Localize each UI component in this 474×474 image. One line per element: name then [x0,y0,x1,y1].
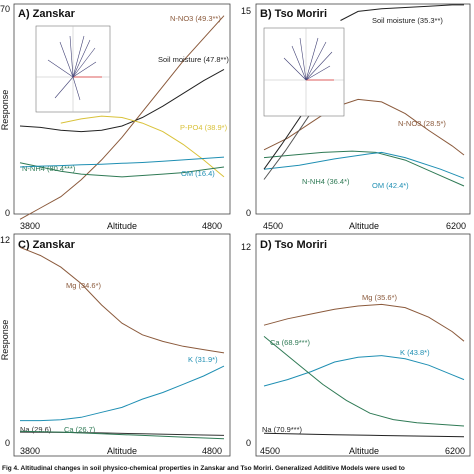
ytick-top-d: 12 [241,242,251,252]
figure-caption: Fig 4. Altitudinal changes in soil physi… [2,465,405,472]
inset-biplot-b [263,27,345,117]
xtick-right-d: 6200 [445,446,465,456]
xlabel-c: Altitude [107,446,137,456]
series-label-3-1: K (43.8*) [400,348,430,357]
series-label-0-3: N-NH4 (80.4***) [22,164,76,173]
ylabel-a: Response [0,90,10,131]
series-label-0-0: N-NO3 (49.3**) [170,14,221,23]
series-label-1-2: N-NH4 (36.4*) [302,177,350,186]
xtick-left-a: 3800 [20,221,40,231]
series-line-1-3 [263,151,465,179]
xlabel-a: Altitude [107,221,137,231]
xtick-right-c: 4800 [202,446,222,456]
series-label-3-3: Na (70.9***) [262,425,303,434]
panel-title-a: A) Zanskar [18,8,76,20]
ylabel-c: Response [0,320,10,361]
series-line-0-3 [19,162,225,178]
xlabel-b: Altitude [349,221,379,231]
curves-c: Mg (34.6*) K (31.9*) Na (29.6) Ca (26.7) [19,246,225,440]
panel-a: A) Zanskar 70 0 3800 4800 Altitude Respo… [0,3,231,231]
plot-frame-d [255,233,471,457]
series-label-3-2: Ca (68.9***) [270,338,311,347]
series-label-2-3: Ca (26.7) [64,425,96,434]
xtick-left-c: 3800 [20,446,40,456]
xtick-left-d: 4500 [260,446,280,456]
series-line-3-2 [263,336,465,427]
series-label-1-0: Soil moisture (35.3**) [372,16,443,25]
series-label-0-2: P-PO4 (38.9*) [180,123,228,132]
series-line-3-3 [263,432,465,438]
panel-title-d: D) Tso Moriri [260,239,327,251]
xtick-right-b: 6200 [446,221,466,231]
series-line-0-4 [19,156,225,168]
xtick-left-b: 4500 [263,221,283,231]
ytick-top-b: 15 [241,6,251,16]
series-line-3-1 [263,355,465,387]
series-label-0-1: Soil moisture (47.8**) [158,55,229,64]
series-label-1-3: OM (42.4*) [372,181,409,190]
series-label-3-0: Mg (35.6*) [362,293,398,302]
series-label-0-4: OM (16.4) [181,169,215,178]
ytick-bottom-a: 0 [5,208,10,218]
panel-title-c: C) Zanskar [18,239,76,251]
plot-frame-a [13,3,231,215]
series-label-2-1: K (31.9*) [188,355,218,364]
series-line-2-0 [19,246,225,354]
series-line-1-0 [340,4,464,21]
panel-title-b: B) Tso Moriri [260,8,327,20]
panel-b: B) Tso Moriri 15 0 4500 6200 Altitude So… [241,3,471,231]
inset-biplot-a [35,25,111,113]
panel-c: C) Zanskar 12 0 3800 4800 Altitude Respo… [0,233,231,457]
series-line-0-0 [19,15,225,220]
xtick-right-a: 4800 [202,221,222,231]
series-line-2-1 [20,365,225,422]
curves-a: N-NO3 (49.3**) Soil moisture (47.8**) P-PO… [19,14,229,220]
series-line-1-2 [263,150,465,187]
ytick-top-a: 70 [0,4,10,14]
ytick-bottom-d: 0 [246,438,251,448]
ytick-top-c: 12 [0,235,10,245]
panel-d: D) Tso Moriri 12 0 4500 6200 Altitude Mg… [241,233,471,457]
series-label-1-1: N-NO3 (28.5*) [398,119,446,128]
ytick-bottom-b: 0 [246,208,251,218]
series-line-0-2 [60,115,225,178]
series-line-3-0 [263,303,465,342]
xlabel-d: Altitude [349,446,379,456]
series-label-2-2: Na (29.6) [20,425,52,434]
series-line-0-1 [19,68,225,133]
plot-frame-c [13,233,231,457]
curves-d: Mg (35.6*) K (43.8*) Ca (68.9***) Na (70.9*… [262,293,465,438]
plot-frame-b [255,3,471,215]
series-line-2-3 [19,430,225,440]
ytick-bottom-c: 0 [5,438,10,448]
curves-b: Soil moisture (35.3**) N-NO3 (28.5*) N-NH4… [263,4,465,190]
series-label-2-0: Mg (34.6*) [66,281,102,290]
